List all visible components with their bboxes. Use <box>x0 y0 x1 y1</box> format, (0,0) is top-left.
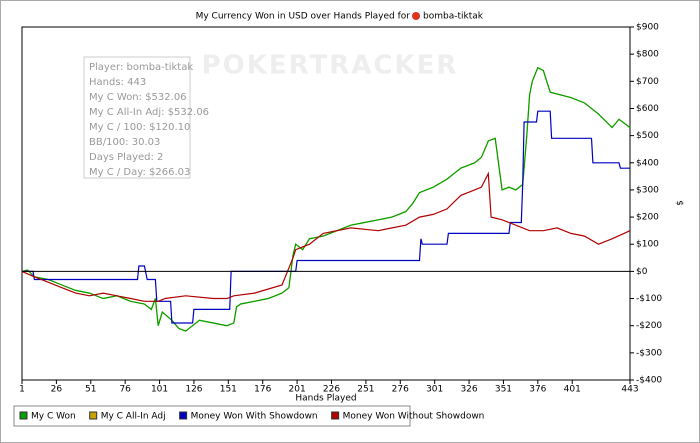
title-player: bomba-tiktak <box>423 12 484 22</box>
info-line: BB/100: 30.03 <box>89 137 160 148</box>
y-tick-label: $800 <box>636 50 659 60</box>
legend-swatch <box>19 411 28 420</box>
info-line: My C All-In Adj: $532.06 <box>89 107 209 118</box>
chart-title: My Currency Won in USD over Hands Played… <box>196 12 411 22</box>
player-icon <box>412 12 420 20</box>
y-tick-label: $700 <box>636 77 659 87</box>
y-tick-label: $100 <box>636 240 659 250</box>
info-line: Player: bomba-tiktak <box>89 62 193 73</box>
info-line: Days Played: 2 <box>89 152 163 163</box>
x-tick-label: 51 <box>85 385 96 395</box>
x-tick-label: 376 <box>529 385 546 395</box>
y-tick-label: $200 <box>636 213 659 223</box>
plot-area <box>21 26 631 381</box>
legend-swatch <box>89 411 98 420</box>
y-tick-label: -$100 <box>636 294 662 304</box>
watermark: POKERTRACKER <box>202 51 459 81</box>
x-tick-label: 226 <box>323 385 340 395</box>
y-tick-label: $600 <box>636 104 659 114</box>
x-tick-label: 326 <box>460 385 477 395</box>
info-line: My C / 100: $120.10 <box>89 122 190 133</box>
legend-swatch <box>179 411 188 420</box>
y-tick-label: $500 <box>636 131 659 141</box>
y-tick-label: $300 <box>636 185 659 195</box>
info-line: My C / Day: $266.03 <box>89 167 190 178</box>
x-tick-label: 76 <box>119 385 131 395</box>
x-tick-label: 276 <box>392 385 409 395</box>
x-tick-label: 101 <box>151 385 168 395</box>
x-tick-label: 126 <box>185 385 202 395</box>
x-tick-label: 201 <box>289 385 306 395</box>
x-tick-label: 443 <box>621 385 638 395</box>
legend-label: My C Won <box>31 412 76 422</box>
y-tick-label: $400 <box>636 158 659 168</box>
y-tick-label: $900 <box>636 23 659 33</box>
y-tick-label: -$300 <box>636 348 662 358</box>
y-axis-label: $ <box>676 200 686 206</box>
series-line <box>22 110 630 324</box>
info-box <box>83 56 191 179</box>
legend-swatch <box>331 411 340 420</box>
y-tick-label: -$400 <box>636 376 662 386</box>
info-line: My C Won: $532.06 <box>89 92 187 103</box>
legend-label: Money Won Without Showdown <box>343 412 485 422</box>
x-tick-label: 301 <box>426 385 443 395</box>
x-tick-label: 26 <box>51 385 63 395</box>
x-tick-label: 251 <box>357 385 374 395</box>
x-tick-label: 1 <box>19 385 25 395</box>
x-axis-label: Hands Played <box>295 394 356 404</box>
y-tick-label: -$200 <box>636 321 662 331</box>
legend <box>13 405 411 427</box>
x-tick-label: 401 <box>564 385 581 395</box>
y-tick-label: $0 <box>636 267 648 277</box>
legend-label: My C All-In Adj <box>101 412 166 422</box>
info-line: Hands: 443 <box>89 77 146 88</box>
x-tick-label: 151 <box>220 385 237 395</box>
series-line <box>21 171 631 302</box>
x-tick-label: 351 <box>495 385 512 395</box>
x-tick-label: 176 <box>254 385 271 395</box>
legend-label: Money Won With Showdown <box>191 412 318 422</box>
